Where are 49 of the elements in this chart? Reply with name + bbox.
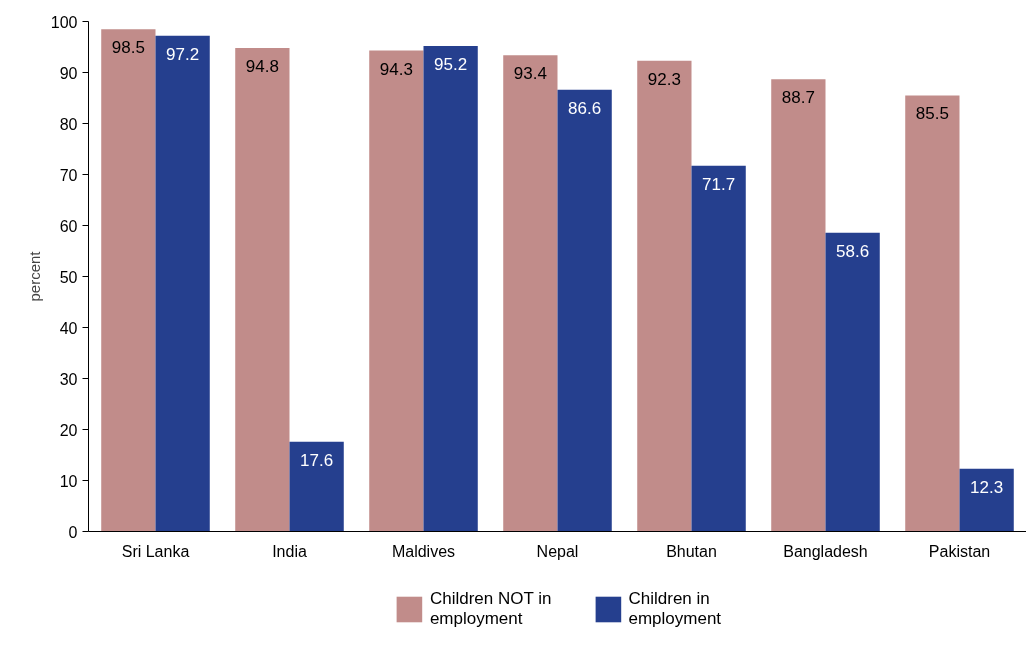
bar: [825, 232, 880, 532]
y-tick-label: 60: [59, 217, 78, 235]
bar: [691, 165, 746, 532]
x-tick-label: Nepal: [536, 542, 579, 560]
data-label: 85.5: [915, 104, 949, 124]
bar: [557, 89, 612, 532]
y-tick-label: 70: [59, 166, 78, 184]
y-tick-label: 90: [59, 64, 78, 82]
legend-label: Children in employment: [628, 588, 722, 629]
x-tick-label: India: [272, 542, 307, 560]
x-tick-label: Sri Lanka: [121, 542, 190, 560]
bar: [905, 95, 960, 532]
legend-label: Children NOT in employment: [429, 588, 552, 629]
data-label: 71.7: [702, 174, 736, 194]
data-label: 93.4: [513, 64, 547, 84]
data-label: 88.7: [781, 88, 815, 108]
data-label: 12.3: [970, 477, 1004, 497]
y-axis-title: percent: [25, 250, 43, 302]
y-tick-label: 10: [59, 472, 78, 490]
x-tick-label: Bhutan: [666, 542, 717, 560]
y-tick-label: 30: [59, 370, 78, 388]
data-label: 17.6: [300, 450, 334, 470]
data-label: 58.6: [836, 241, 870, 261]
bar: [959, 468, 1014, 532]
y-tick-label: 100: [50, 13, 78, 31]
y-tick-label: 20: [59, 421, 78, 439]
bar: [637, 60, 692, 532]
data-label: 95.2: [434, 54, 468, 74]
data-label: 98.5: [111, 38, 145, 58]
data-label: 94.8: [245, 57, 279, 77]
y-tick-label: 40: [59, 319, 78, 337]
data-label: 97.2: [166, 44, 200, 64]
y-tick-label: 80: [59, 115, 78, 133]
data-label: 86.6: [568, 98, 602, 118]
y-tick-label: 0: [68, 523, 78, 541]
x-tick-label: Bangladesh: [783, 542, 868, 560]
data-label: 92.3: [647, 69, 681, 89]
x-tick-label: Maldives: [391, 542, 456, 560]
x-tick-label: Pakistan: [928, 542, 991, 560]
bar: [771, 79, 826, 532]
bar: [423, 45, 478, 532]
y-tick-label: 50: [59, 268, 78, 286]
bar: [289, 441, 344, 532]
data-label: 94.3: [379, 59, 413, 79]
bar: [503, 55, 558, 532]
bar: [369, 50, 424, 532]
bar: [235, 48, 290, 532]
bar: [101, 29, 156, 532]
bar: [155, 35, 210, 532]
